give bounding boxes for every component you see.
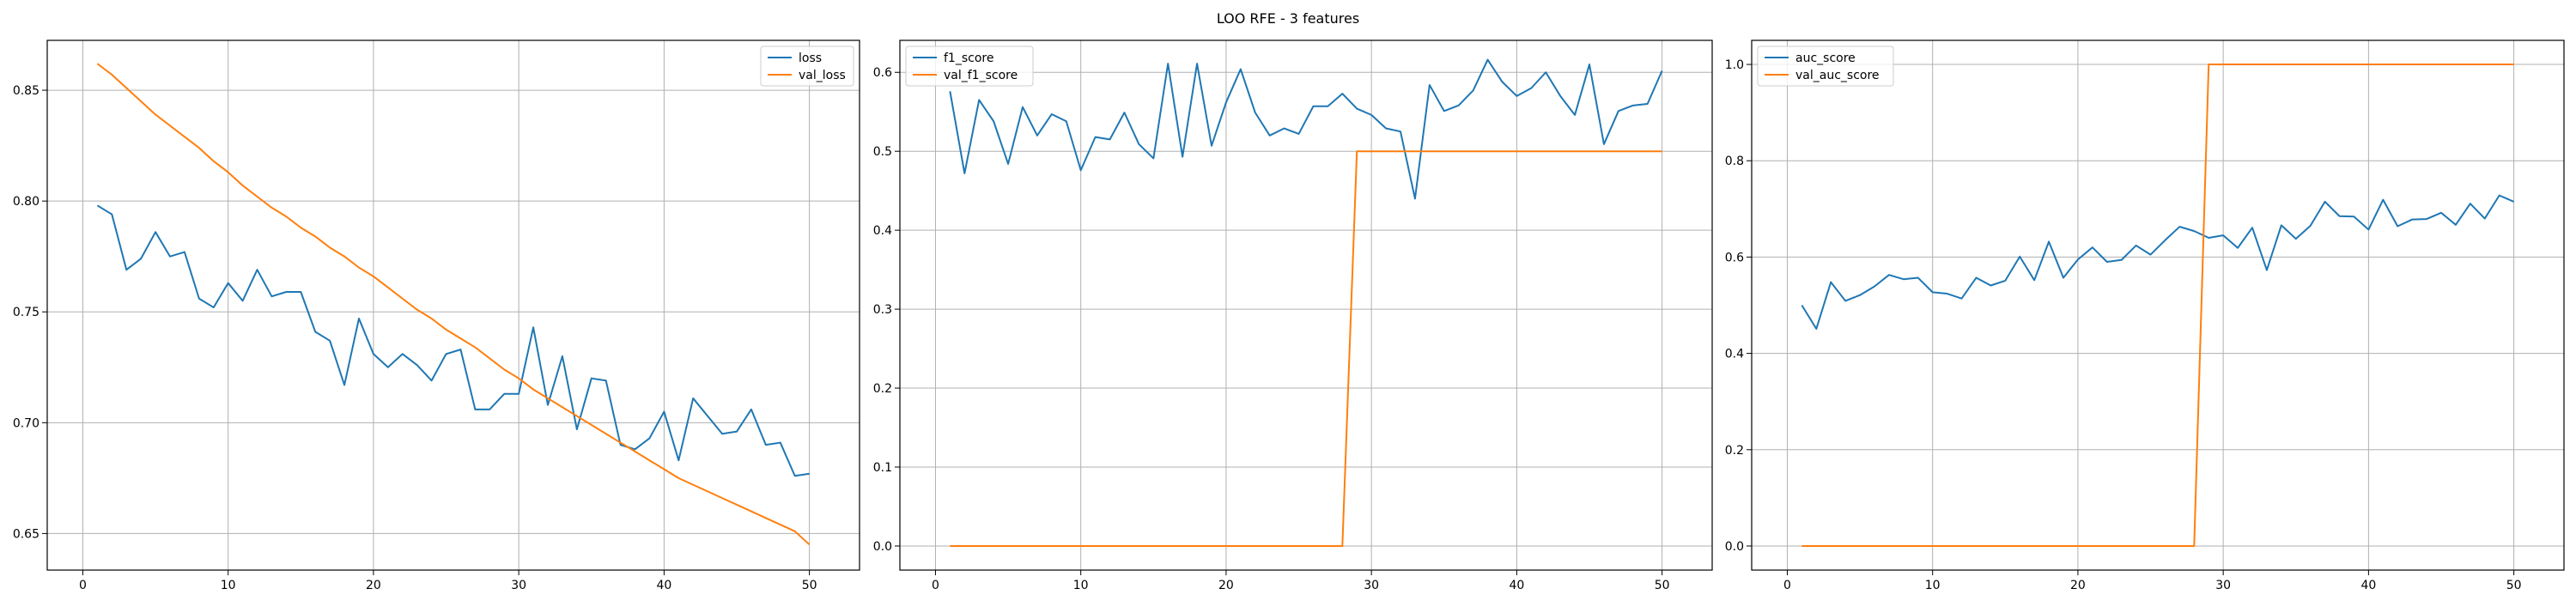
x-tick-label: 50: [1655, 579, 1670, 592]
x-tick-label: 40: [1509, 579, 1524, 592]
axes-frame: [899, 39, 1713, 571]
x-tick-label: 10: [1073, 579, 1089, 592]
legend-box: [1757, 46, 1894, 87]
series-line-val_auc_score: [1801, 64, 2514, 547]
subplots: 0 10 20 30 40 500.650.700.750.800.85lossval_l…: [13, 39, 2565, 592]
y-tick-label: 0.85: [13, 84, 39, 98]
subplot-3: 0 10 20 30 40 50 0.0 0.2 0.4 0.6 0.8 1.0 auc_scoreva…: [1725, 39, 2565, 592]
y-tick-label: 0.65: [13, 527, 39, 541]
x-tick-label: 20: [1218, 579, 1234, 592]
legend-box: [760, 46, 854, 87]
y-tick-label: 0.0: [1725, 540, 1744, 554]
x-tick-label: 30: [2215, 579, 2231, 592]
series-line-val_loss: [96, 63, 811, 546]
series-line-loss: [96, 204, 810, 477]
legend: loss val_loss: [760, 46, 854, 87]
figure-title: LOO RFE - 3 features: [1217, 10, 1359, 27]
series-line-f1_score: [949, 58, 1663, 200]
series-group: [949, 58, 1663, 547]
legend-label-loss: loss: [799, 52, 822, 65]
y-tick-label: 0.75: [13, 306, 39, 319]
y-tick-label: 0.4: [873, 224, 892, 238]
y-tick-label: 0.2: [1725, 444, 1744, 458]
y-tick-label: 0.2: [873, 382, 892, 396]
legend-label-val_f1_score: val_f1_score: [944, 69, 1018, 82]
x-tick-label: 20: [366, 579, 381, 592]
subplot-1: 0 10 20 30 40 50 0.65 0.70 0.75 0.80 0.85 loss val_l…: [13, 39, 860, 592]
legend: auc_score val_auc_score: [1757, 46, 1894, 87]
x-tick-label: 50: [802, 579, 817, 592]
subplot-2: 0 10 20 30 40 50 0.0 0.1 0.2 0.3 0.4 0.5 0.6 f1_score…: [873, 39, 1713, 592]
series-group: [96, 63, 811, 546]
series-group: [1801, 64, 2515, 547]
x-tick-label: 40: [656, 579, 671, 592]
ticks: 0 10 20 30 40 50 0.0 0.2 0.4 0.6 0.8 1.0: [1725, 58, 2522, 592]
x-tick-label: 0: [932, 579, 939, 592]
y-tick-label: 0.3: [873, 303, 892, 317]
x-tick-label: 30: [511, 579, 526, 592]
x-tick-label: 20: [2070, 579, 2086, 592]
y-tick-label: 0.6: [1725, 251, 1744, 264]
series-line-auc_score: [1801, 194, 2515, 330]
grid: [47, 40, 860, 570]
legend-label-val_loss: val_loss: [799, 69, 846, 82]
legend-box: [905, 46, 1034, 87]
series-line-val_f1_score: [950, 150, 1662, 547]
y-tick-label: 0.0: [873, 540, 892, 554]
x-tick-label: 0: [1783, 579, 1791, 592]
y-tick-label: 1.0: [1725, 58, 1744, 72]
legend-label-f1_score: f1_score: [944, 52, 993, 65]
y-tick-label: 0.70: [13, 416, 39, 430]
y-tick-label: 0.6: [873, 66, 892, 80]
ticks: 0 10 20 30 40 50 0.65 0.70 0.75 0.80 0.85: [13, 84, 817, 592]
x-tick-label: 10: [1925, 579, 1941, 592]
x-tick-label: 0: [79, 579, 87, 592]
legend-label-val_auc_score: val_auc_score: [1795, 69, 1880, 82]
legend: f1_score val_f1_score: [905, 46, 1034, 87]
x-tick-label: 50: [2506, 579, 2522, 592]
ticks: 0 10 20 30 40 50 0.0 0.1 0.2 0.3 0.4 0.5 0.6: [873, 66, 1670, 592]
axes-frame: [1751, 39, 2565, 571]
axes-frame: [46, 39, 860, 571]
x-tick-label: 40: [2360, 579, 2376, 592]
legend-label-auc_score: auc_score: [1795, 52, 1856, 65]
y-tick-label: 0.8: [1725, 155, 1744, 168]
x-tick-label: 30: [1364, 579, 1379, 592]
y-tick-label: 0.4: [1725, 348, 1744, 361]
x-tick-label: 10: [221, 579, 236, 592]
y-tick-label: 0.1: [873, 461, 892, 475]
y-tick-label: 0.80: [13, 195, 39, 209]
y-tick-label: 0.5: [873, 145, 892, 159]
